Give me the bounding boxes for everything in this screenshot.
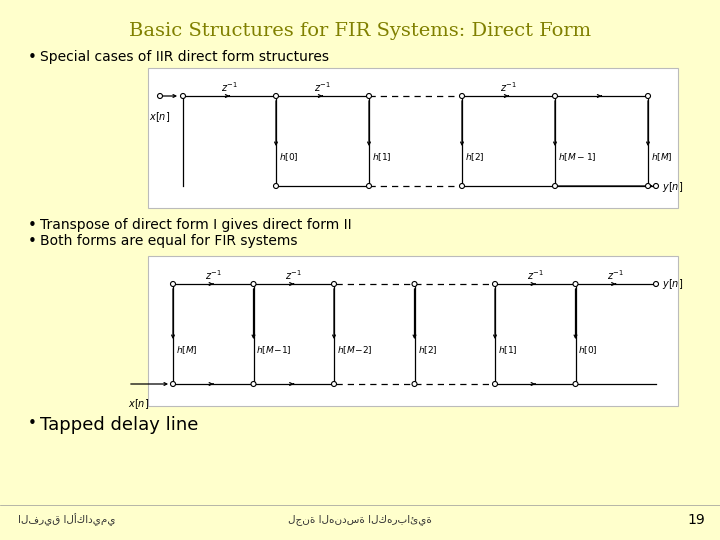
Circle shape <box>654 184 659 188</box>
Text: •: • <box>28 218 37 233</box>
Circle shape <box>331 381 336 387</box>
Circle shape <box>158 93 163 98</box>
Text: $z^{-1}$: $z^{-1}$ <box>527 268 544 282</box>
Circle shape <box>552 184 557 188</box>
Circle shape <box>412 281 417 287</box>
Text: $z^{-1}$: $z^{-1}$ <box>314 80 331 94</box>
Circle shape <box>251 381 256 387</box>
Circle shape <box>492 381 498 387</box>
Circle shape <box>492 281 498 287</box>
Circle shape <box>573 281 578 287</box>
Circle shape <box>552 93 557 98</box>
Text: $y[n]$: $y[n]$ <box>662 277 683 291</box>
Text: $h[M\!-\!2]$: $h[M\!-\!2]$ <box>337 344 372 356</box>
Text: $h[2]$: $h[2]$ <box>418 344 437 356</box>
Circle shape <box>331 281 336 287</box>
Text: Tapped delay line: Tapped delay line <box>40 416 199 434</box>
Text: Basic Structures for FIR Systems: Direct Form: Basic Structures for FIR Systems: Direct… <box>129 22 591 40</box>
Text: •: • <box>28 234 37 249</box>
Circle shape <box>654 281 659 287</box>
Circle shape <box>274 184 279 188</box>
Text: •: • <box>28 416 37 431</box>
Text: •: • <box>28 50 37 65</box>
Text: $h[M]$: $h[M]$ <box>651 151 672 163</box>
Text: $z^{-1}$: $z^{-1}$ <box>204 268 222 282</box>
Text: $h[M-1]$: $h[M-1]$ <box>558 151 596 163</box>
Circle shape <box>573 381 578 387</box>
Text: لجنة الهندسة الكهربائية: لجنة الهندسة الكهربائية <box>288 515 432 525</box>
Text: $h[2]$: $h[2]$ <box>465 151 485 163</box>
Text: $z^{-1}$: $z^{-1}$ <box>285 268 302 282</box>
Circle shape <box>459 184 464 188</box>
Text: $h[0]$: $h[0]$ <box>578 344 598 356</box>
Text: $h[1]$: $h[1]$ <box>372 151 392 163</box>
Text: $h[0]$: $h[0]$ <box>279 151 299 163</box>
Text: $h[M]$: $h[M]$ <box>176 344 198 356</box>
Text: $z^{-1}$: $z^{-1}$ <box>500 80 517 94</box>
Text: 19: 19 <box>688 513 705 527</box>
Text: $z^{-1}$: $z^{-1}$ <box>607 268 624 282</box>
Circle shape <box>366 184 372 188</box>
Text: $h[M\!-\!1]$: $h[M\!-\!1]$ <box>256 344 292 356</box>
Text: $x[n]$: $x[n]$ <box>128 397 149 411</box>
Text: Special cases of IIR direct form structures: Special cases of IIR direct form structu… <box>40 50 329 64</box>
Circle shape <box>646 184 650 188</box>
Text: Transpose of direct form I gives direct form II: Transpose of direct form I gives direct … <box>40 218 351 232</box>
Circle shape <box>646 93 650 98</box>
Bar <box>148 256 678 406</box>
Text: Both forms are equal for FIR systems: Both forms are equal for FIR systems <box>40 234 297 248</box>
Circle shape <box>171 281 176 287</box>
Text: $y[n]$: $y[n]$ <box>662 180 683 194</box>
Circle shape <box>412 381 417 387</box>
Text: $x[n]$: $x[n]$ <box>150 110 171 124</box>
Circle shape <box>459 93 464 98</box>
Circle shape <box>181 93 186 98</box>
Text: $h[1]$: $h[1]$ <box>498 344 518 356</box>
Circle shape <box>171 381 176 387</box>
Bar <box>148 68 678 208</box>
Circle shape <box>366 93 372 98</box>
Circle shape <box>274 93 279 98</box>
Circle shape <box>251 281 256 287</box>
Text: الفريق الأكاديمي: الفريق الأكاديمي <box>18 514 115 526</box>
Text: $z^{-1}$: $z^{-1}$ <box>221 80 238 94</box>
